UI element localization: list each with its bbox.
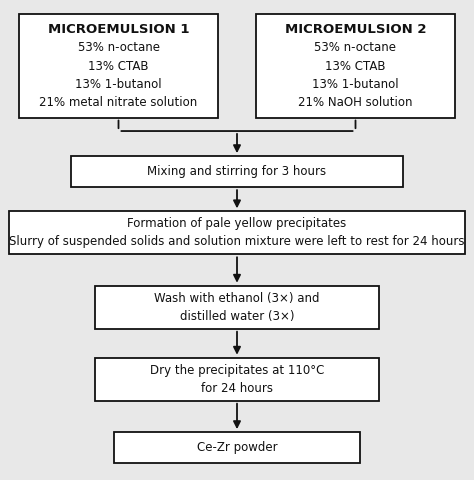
- Text: 21% metal nitrate solution: 21% metal nitrate solution: [39, 96, 198, 109]
- Text: 13% CTAB: 13% CTAB: [88, 60, 149, 72]
- Text: Formation of pale yellow precipitates: Formation of pale yellow precipitates: [128, 217, 346, 230]
- Text: 13% 1-butanol: 13% 1-butanol: [312, 78, 399, 91]
- Text: Slurry of suspended solids and solution mixture were left to rest for 24 hours: Slurry of suspended solids and solution …: [9, 235, 465, 249]
- Text: Dry the precipitates at 110°C: Dry the precipitates at 110°C: [150, 363, 324, 377]
- Text: MICROEMULSION 1: MICROEMULSION 1: [48, 23, 189, 36]
- FancyBboxPatch shape: [9, 211, 465, 254]
- Text: 53% n-octane: 53% n-octane: [315, 41, 396, 54]
- FancyBboxPatch shape: [114, 432, 360, 463]
- Text: 13% CTAB: 13% CTAB: [325, 60, 386, 72]
- Text: 13% 1-butanol: 13% 1-butanol: [75, 78, 162, 91]
- Text: Mixing and stirring for 3 hours: Mixing and stirring for 3 hours: [147, 165, 327, 178]
- Text: MICROEMULSION 2: MICROEMULSION 2: [285, 23, 426, 36]
- Text: distilled water (3×): distilled water (3×): [180, 310, 294, 323]
- Text: for 24 hours: for 24 hours: [201, 382, 273, 395]
- FancyBboxPatch shape: [71, 156, 403, 187]
- FancyBboxPatch shape: [95, 286, 379, 329]
- FancyBboxPatch shape: [256, 14, 455, 118]
- Text: Ce-Zr powder: Ce-Zr powder: [197, 441, 277, 454]
- FancyBboxPatch shape: [95, 358, 379, 401]
- Text: 21% NaOH solution: 21% NaOH solution: [298, 96, 413, 109]
- Text: Wash with ethanol (3×) and: Wash with ethanol (3×) and: [154, 291, 320, 305]
- FancyBboxPatch shape: [19, 14, 218, 118]
- Text: 53% n-octane: 53% n-octane: [78, 41, 159, 54]
